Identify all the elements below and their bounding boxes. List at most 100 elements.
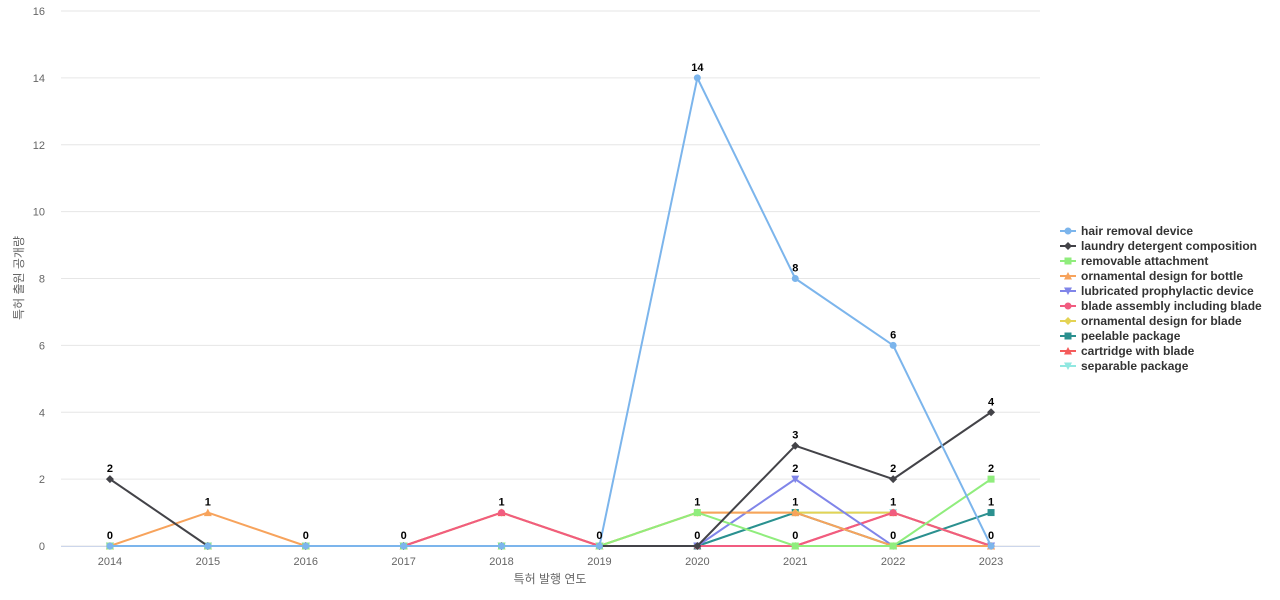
legend-label: ornamental design for bottle: [1081, 269, 1243, 283]
y-tick-label: 4: [39, 407, 45, 419]
legend-marker: [1064, 242, 1072, 250]
data-label: 1: [694, 497, 700, 509]
x-tick-label: 2020: [685, 556, 709, 568]
data-label: 0: [401, 530, 407, 542]
legend-item[interactable]: ornamental design for bottle: [1060, 269, 1243, 283]
legend-label: blade assembly including blade: [1081, 299, 1262, 313]
legend-label: lubricated prophylactic device: [1081, 284, 1254, 298]
data-point[interactable]: [498, 509, 506, 517]
data-point[interactable]: [693, 74, 701, 82]
series-hair-removal-device[interactable]: [106, 74, 995, 550]
legend-marker: [1064, 302, 1072, 310]
y-tick-label: 6: [39, 340, 45, 352]
legend-item[interactable]: lubricated prophylactic device: [1060, 284, 1254, 298]
data-point[interactable]: [987, 475, 995, 483]
data-point[interactable]: [987, 509, 995, 517]
data-label: 2: [890, 463, 896, 475]
data-label: 0: [596, 530, 602, 542]
data-point[interactable]: [595, 542, 603, 550]
legend-item[interactable]: removable attachment: [1060, 254, 1208, 268]
data-label: 4: [988, 396, 995, 408]
data-label: 14: [691, 62, 704, 74]
x-tick-label: 2022: [881, 556, 905, 568]
y-tick-label: 14: [33, 73, 45, 85]
data-point[interactable]: [204, 542, 212, 550]
legend-label: separable package: [1081, 359, 1189, 373]
legend-item[interactable]: cartridge with blade: [1060, 344, 1195, 358]
data-label: 3: [792, 430, 798, 442]
data-point[interactable]: [106, 542, 114, 550]
data-label: 1: [205, 497, 211, 509]
legend-marker: [1064, 272, 1072, 280]
legend-item[interactable]: ornamental design for blade: [1060, 314, 1242, 328]
data-point[interactable]: [693, 509, 701, 517]
data-point[interactable]: [105, 475, 114, 484]
data-point[interactable]: [889, 341, 897, 349]
data-label: 6: [890, 329, 896, 341]
data-point[interactable]: [400, 542, 408, 550]
y-tick-label: 10: [33, 207, 45, 219]
data-point[interactable]: [987, 408, 996, 417]
y-tick-label: 8: [39, 274, 45, 286]
data-label: 0: [792, 530, 798, 542]
data-point[interactable]: [791, 441, 800, 450]
series-group: [105, 74, 996, 550]
legend-item[interactable]: laundry detergent composition: [1060, 239, 1257, 253]
legend-label: ornamental design for blade: [1081, 314, 1242, 328]
data-point[interactable]: [791, 275, 799, 282]
legend-marker: [1064, 347, 1072, 355]
data-label: 8: [792, 263, 798, 275]
legend-item[interactable]: peelable package: [1060, 329, 1181, 343]
data-label: 0: [107, 530, 113, 542]
data-point[interactable]: [693, 542, 702, 550]
data-point[interactable]: [889, 542, 897, 550]
data-label: 0: [988, 530, 994, 542]
data-point[interactable]: [791, 508, 800, 517]
legend-item[interactable]: separable package: [1060, 359, 1189, 373]
legend-item[interactable]: blade assembly including blade: [1060, 299, 1262, 313]
y-tick-label: 16: [33, 6, 45, 18]
data-label: 0: [303, 530, 309, 542]
x-tick-label: 2018: [489, 556, 513, 568]
data-label: 0: [694, 530, 700, 542]
legend-label: hair removal device: [1081, 224, 1193, 238]
legend-label: peelable package: [1081, 329, 1181, 343]
data-label: 2: [988, 463, 994, 475]
legend-item[interactable]: hair removal device: [1060, 224, 1193, 238]
data-point[interactable]: [889, 509, 897, 517]
x-tick-label: 2017: [391, 556, 415, 568]
series-line[interactable]: [109, 511, 992, 547]
data-point[interactable]: [987, 542, 995, 550]
data-point[interactable]: [889, 475, 898, 484]
x-tick-label: 2019: [587, 556, 611, 568]
data-label: 1: [890, 497, 896, 509]
legend-label: removable attachment: [1081, 254, 1208, 268]
data-point[interactable]: [791, 542, 799, 550]
data-point[interactable]: [302, 542, 310, 550]
data-point[interactable]: [203, 508, 212, 517]
series-blade-assembly-including-blade[interactable]: [106, 509, 995, 550]
x-tick-label: 2016: [294, 556, 318, 568]
y-axis: 0 2 4 6 8 10 12 14 16: [33, 6, 45, 553]
x-tick-label: 2023: [979, 556, 1003, 568]
legend-marker: [1064, 257, 1072, 265]
legend-marker: [1064, 332, 1072, 340]
data-label: 2: [107, 463, 113, 475]
data-point[interactable]: [791, 475, 800, 484]
x-tick-label: 2015: [196, 556, 220, 568]
data-label: 0: [890, 530, 896, 542]
x-tick-label: 2014: [98, 556, 122, 568]
y-tick-label: 0: [39, 541, 45, 553]
data-label: 1: [792, 497, 798, 509]
series-line[interactable]: [109, 76, 992, 547]
legend-marker: [1064, 227, 1072, 235]
x-axis-title: 특허 발행 연도: [514, 571, 587, 586]
y-axis-title: 특허 출원 공개량: [12, 236, 26, 320]
legend-label: laundry detergent composition: [1081, 239, 1257, 253]
legend-marker: [1064, 317, 1072, 325]
data-point[interactable]: [498, 542, 506, 550]
legend-marker: [1064, 287, 1072, 295]
data-label: 1: [988, 497, 994, 509]
